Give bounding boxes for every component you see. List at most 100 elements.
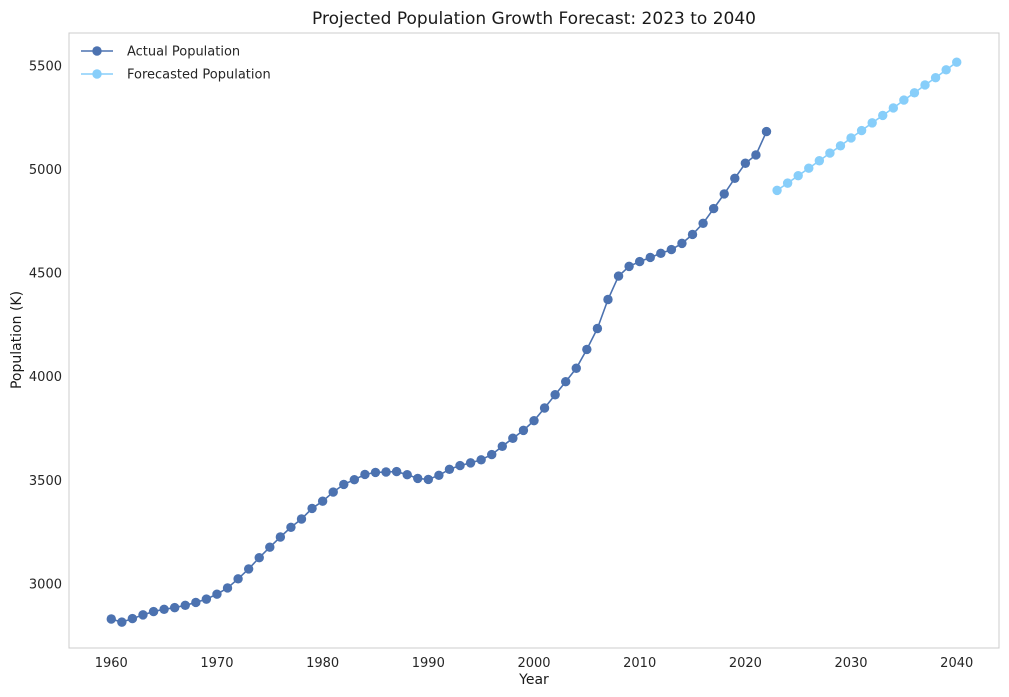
series-0-point <box>243 564 254 574</box>
x-tick-label: 1960 <box>95 656 128 671</box>
x-tick-label: 1970 <box>200 656 233 671</box>
series-1-point <box>930 73 941 83</box>
series-0-point <box>381 467 391 477</box>
legend: Actual Population Forecasted Population <box>81 45 271 83</box>
series-1-point <box>899 95 909 105</box>
series-0-point <box>634 256 645 267</box>
series-0-point <box>719 189 729 199</box>
series-0-point <box>645 252 655 263</box>
series-0-point <box>159 604 169 614</box>
series-1-point <box>782 178 793 188</box>
series-0-point <box>117 617 127 627</box>
series-0-point <box>444 464 455 474</box>
series-0-point <box>265 542 275 552</box>
series-1-point <box>846 133 856 143</box>
series-0-point <box>233 574 243 584</box>
series-0-point <box>571 363 581 373</box>
series-0-point <box>275 532 286 542</box>
series-0-point <box>222 583 233 593</box>
series-0-point <box>497 441 507 452</box>
series-1-point <box>856 125 867 136</box>
series-0-point <box>529 415 539 426</box>
series-0-point <box>180 600 190 611</box>
series-0-point <box>296 514 307 524</box>
series-1-point <box>878 110 888 121</box>
series-0-point <box>550 390 560 400</box>
series-1-point <box>920 80 930 90</box>
series-0-point <box>687 229 698 240</box>
series-0-point <box>740 158 751 168</box>
series-1-point <box>814 156 825 166</box>
series-0-point <box>169 602 180 613</box>
series-0-point <box>127 613 138 624</box>
series-0-point <box>148 606 159 617</box>
series-1-point <box>793 170 803 181</box>
x-tick-label: 1990 <box>412 656 445 671</box>
series-layer <box>106 57 962 627</box>
y-tick-label: 3500 <box>29 474 62 489</box>
x-tick-label: 2040 <box>940 656 973 671</box>
series-0-point <box>582 344 592 355</box>
series-0-point <box>138 610 148 620</box>
series-0-point <box>307 503 317 514</box>
series-1-point <box>952 57 962 67</box>
x-tick-label: 2030 <box>834 656 867 671</box>
chart-title: Projected Population Growth Forecast: 20… <box>312 9 756 29</box>
series-0-point <box>666 244 677 255</box>
y-tick-label: 4500 <box>29 267 62 282</box>
series-0-point <box>465 458 476 468</box>
x-tick-label: 1980 <box>306 656 339 671</box>
series-0-point <box>561 377 571 387</box>
series-1-point <box>941 65 951 75</box>
series-0-point <box>360 469 370 480</box>
series-1-point <box>909 88 920 98</box>
series-0-point <box>317 496 328 506</box>
y-tick-label: 4000 <box>29 370 62 385</box>
y-axis-label: Population (K) <box>9 291 25 389</box>
series-1-point <box>835 141 846 151</box>
series-0-point <box>592 323 603 334</box>
series-0-point <box>191 597 201 608</box>
series-0-point <box>508 433 518 443</box>
series-0-point <box>328 487 338 497</box>
series-0-point <box>677 238 687 249</box>
series-0-point <box>402 469 412 480</box>
series-1-point <box>888 103 899 113</box>
series-0-point <box>698 218 708 228</box>
series-0-point <box>201 594 212 604</box>
y-tick-label: 3000 <box>29 577 62 592</box>
series-0-point <box>476 455 486 465</box>
y-tick-label: 5000 <box>29 163 62 178</box>
legend-label-1: Forecasted Population <box>127 68 271 83</box>
series-0-point <box>656 248 666 259</box>
series-0-point <box>286 522 296 532</box>
series-0-point <box>487 449 497 460</box>
legend-marker-0 <box>92 46 102 56</box>
series-1-point <box>804 163 814 173</box>
series-0-point <box>212 589 222 599</box>
y-tick-label: 5500 <box>29 60 62 75</box>
series-0-point <box>349 474 360 485</box>
series-0-point <box>391 466 402 477</box>
series-0-point <box>624 261 634 272</box>
series-0-point <box>370 467 381 478</box>
series-0-point <box>751 150 761 160</box>
legend-label-0: Actual Population <box>127 45 240 60</box>
series-1-point <box>825 148 835 158</box>
x-tick-label: 2000 <box>517 656 550 671</box>
series-0-point <box>434 470 444 480</box>
series-0-point <box>613 271 624 281</box>
x-axis-label: Year <box>518 672 549 688</box>
series-0-point <box>730 173 740 184</box>
plot-frame <box>68 32 1000 649</box>
series-0-point <box>518 425 529 436</box>
series-0-point <box>761 126 772 137</box>
series-0-point <box>708 203 719 214</box>
series-0-point <box>539 403 550 413</box>
legend-marker-1 <box>92 69 102 79</box>
series-1-point <box>867 118 877 128</box>
x-tick-label: 2010 <box>623 656 656 671</box>
series-0-point <box>254 553 264 563</box>
x-tick-label: 2020 <box>729 656 762 671</box>
